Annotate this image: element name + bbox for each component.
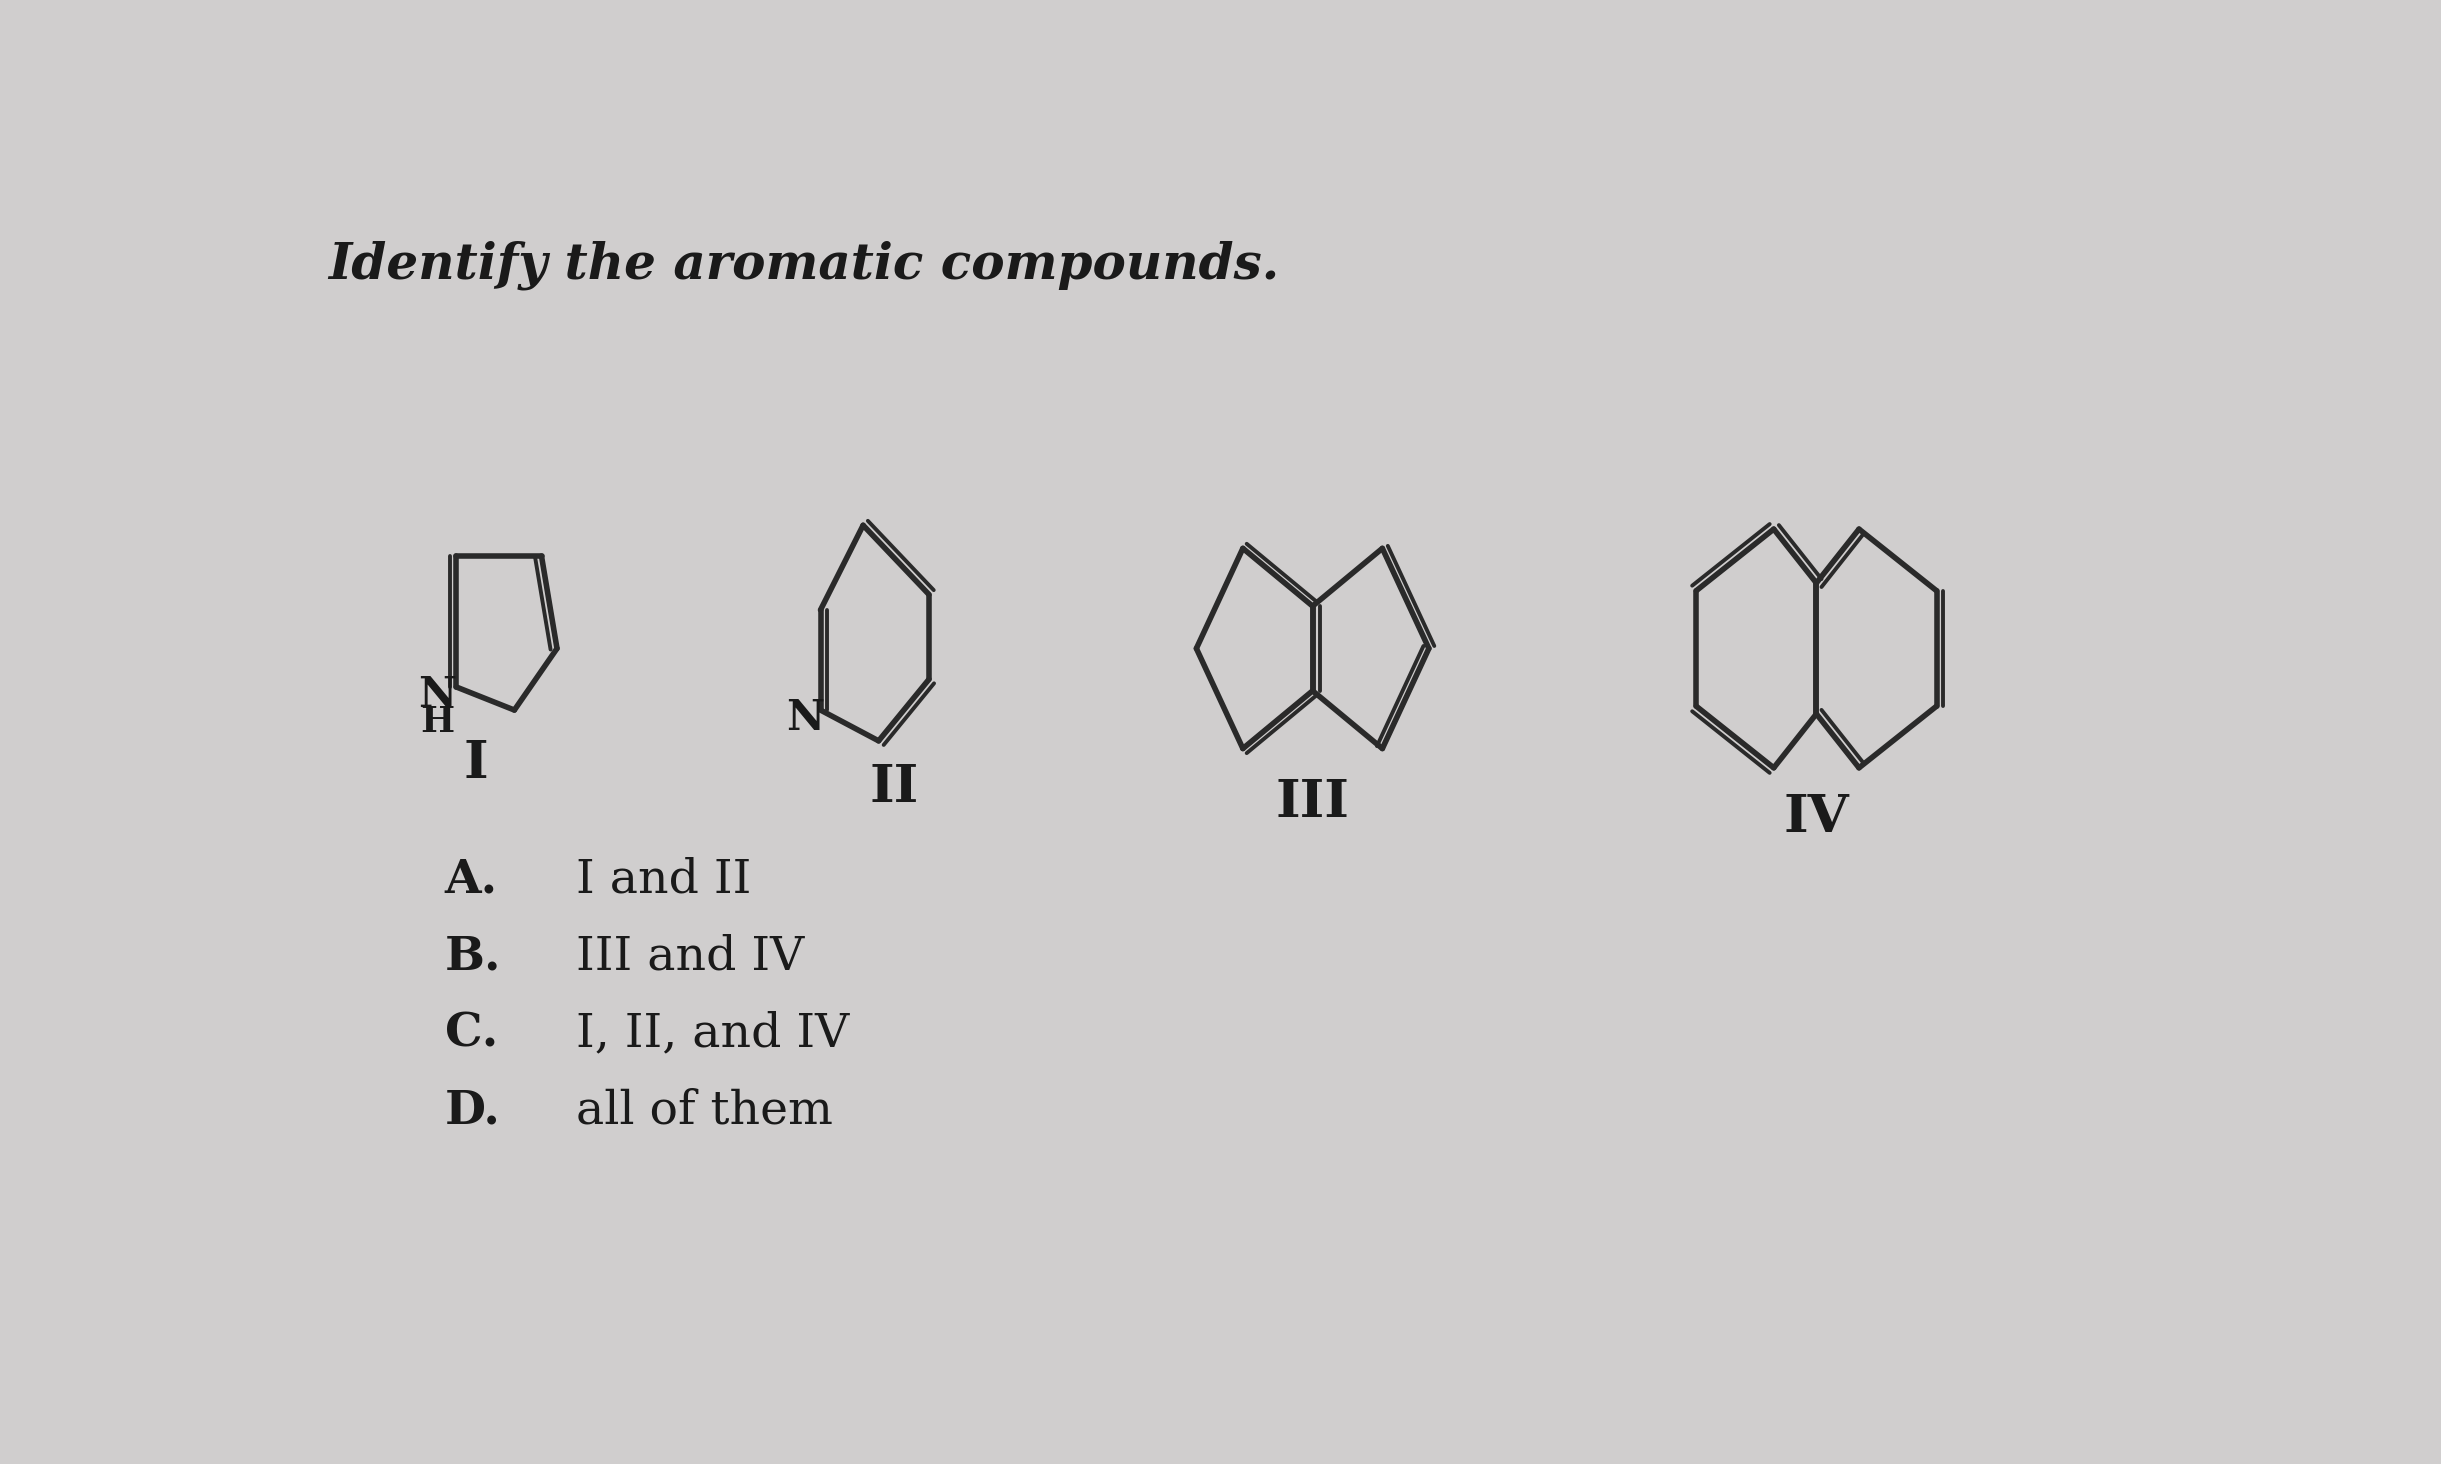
Text: N: N [786, 697, 825, 739]
Text: all of them: all of them [576, 1088, 832, 1133]
Text: III and IV: III and IV [576, 934, 806, 979]
Text: I: I [464, 738, 488, 789]
Text: A.: A. [444, 856, 498, 902]
Text: C.: C. [444, 1010, 498, 1057]
Text: D.: D. [444, 1088, 500, 1133]
Text: III: III [1277, 777, 1350, 829]
Text: IV: IV [1784, 792, 1850, 843]
Text: I and II: I and II [576, 856, 752, 902]
Text: H: H [420, 704, 454, 739]
Text: B.: B. [444, 934, 500, 979]
Text: Identify the aromatic compounds.: Identify the aromatic compounds. [330, 240, 1279, 290]
Text: N: N [417, 673, 456, 716]
Text: II: II [869, 761, 918, 813]
Text: I, II, and IV: I, II, and IV [576, 1010, 849, 1056]
